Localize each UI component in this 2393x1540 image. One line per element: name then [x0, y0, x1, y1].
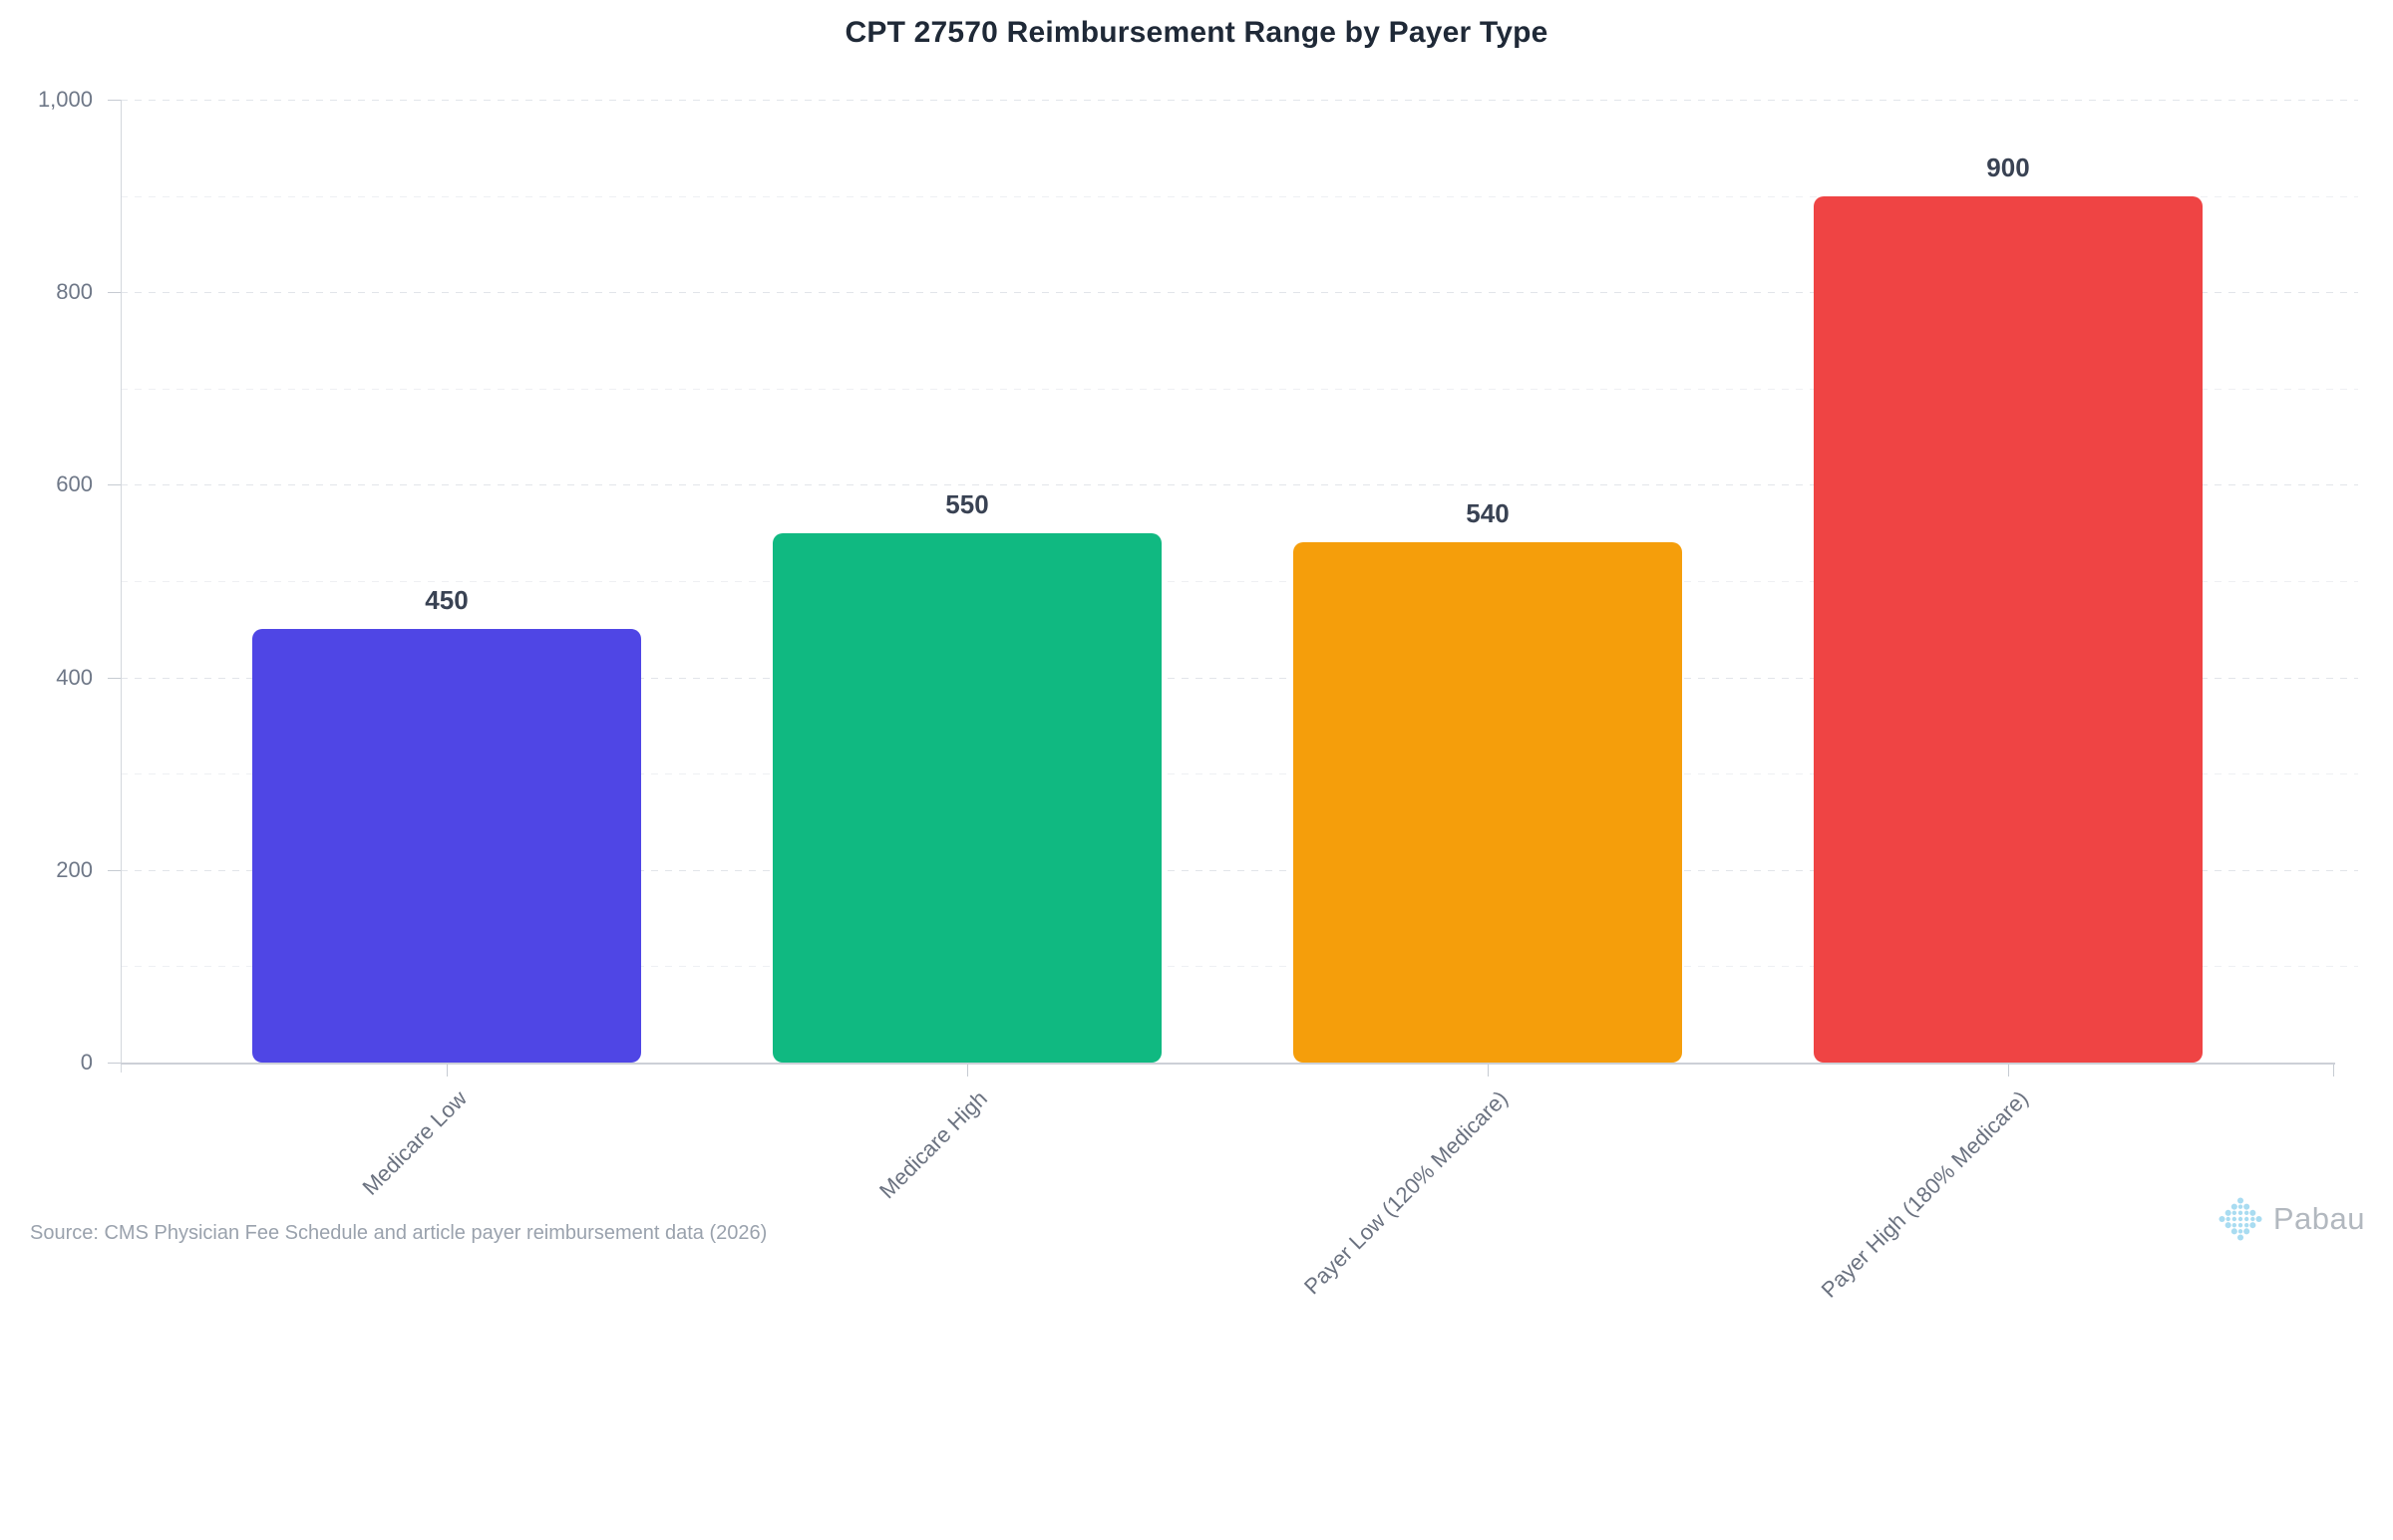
x-axis-label-payer-low-120-medicare: Payer Low (120% Medicare) [1059, 1086, 1513, 1540]
y-axis-label-400: 400 [3, 667, 93, 689]
brand-name: Pabau [2273, 1201, 2365, 1237]
bar-medicare-low[interactable] [252, 629, 641, 1063]
pabau-flake-icon [2218, 1196, 2263, 1242]
x-axis-tick-payer-high-180-medicare [2008, 1065, 2009, 1077]
y-axis-line [121, 100, 122, 1073]
x-axis-tick-medicare-low [447, 1065, 448, 1077]
bar-value-medicare-low: 450 [347, 585, 546, 616]
x-axis-label-medicare-high: Medicare High [538, 1086, 992, 1540]
y-axis-label-0: 0 [3, 1052, 93, 1074]
y-axis-tick-400 [108, 678, 121, 679]
source-note: Source: CMS Physician Fee Schedule and a… [30, 1222, 767, 1245]
y-axis-label-800: 800 [3, 281, 93, 303]
bar-value-medicare-high: 550 [867, 489, 1067, 520]
y-axis-tick-1,000 [108, 100, 121, 101]
y-axis-tick-600 [108, 484, 121, 485]
brand-logo: Pabau [2218, 1196, 2365, 1242]
x-axis-tick-payer-low-120-medicare [1488, 1065, 1489, 1077]
gridline-1000 [121, 100, 2358, 101]
y-axis-label-600: 600 [3, 473, 93, 495]
bar-medicare-high[interactable] [773, 533, 1162, 1063]
x-axis-tick-medicare-high [967, 1065, 968, 1077]
x-axis-line [121, 1063, 2335, 1065]
x-axis-label-medicare-low: Medicare Low [18, 1086, 472, 1540]
y-axis-tick-800 [108, 292, 121, 293]
x-axis-tick-right-edge [2333, 1065, 2334, 1077]
bar-payer-low-120-medicare[interactable] [1293, 542, 1682, 1063]
bar-payer-high-180-medicare[interactable] [1814, 196, 2203, 1063]
y-axis-tick-200 [108, 870, 121, 871]
y-axis-label-1,000: 1,000 [3, 89, 93, 111]
bar-value-payer-high-180-medicare: 900 [1908, 153, 2108, 183]
y-axis-label-200: 200 [3, 859, 93, 881]
x-axis-label-payer-high-180-medicare: Payer High (180% Medicare) [1579, 1086, 2033, 1540]
y-axis-tick-0 [108, 1063, 121, 1064]
bar-value-payer-low-120-medicare: 540 [1388, 498, 1587, 529]
